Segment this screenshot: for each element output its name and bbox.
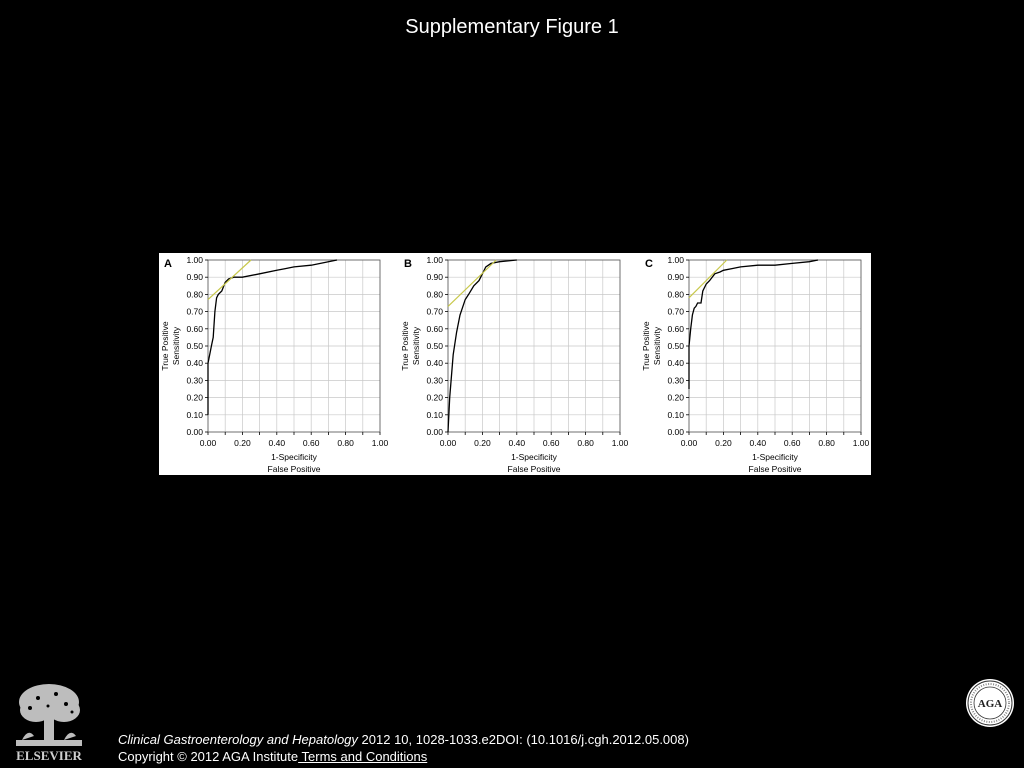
x-tick-label: 0.40: [509, 438, 526, 448]
y-tick-label: 0.90: [426, 272, 443, 282]
y-axis-title: Sensitivity: [411, 326, 421, 365]
y-tick-label: 1.00: [667, 255, 684, 265]
y-tick-label: 0.90: [186, 272, 203, 282]
x-tick-label: 0.00: [440, 438, 457, 448]
roc-curve-line: [207, 259, 338, 415]
x-axis-title: 1-Specificity: [511, 452, 558, 462]
y-tick-label: 0.00: [667, 427, 684, 437]
y-tick-label: 0.10: [667, 410, 684, 420]
tangent-line: [207, 259, 252, 301]
panel-label: C: [645, 258, 653, 270]
y-tick-label: 0.50: [667, 341, 684, 351]
x-axis-title: False Positive: [749, 464, 802, 474]
roc-chart-a: 0.00 0.10 0.20 0.30 0.40 0.50 0.60 0.70 0.80 0.90…: [160, 255, 389, 474]
y-tick-label: 0.80: [186, 289, 203, 299]
y-tick-label: 0.10: [186, 410, 203, 420]
elsevier-logo-text: ELSEVIER: [16, 748, 82, 763]
elsevier-logo: ELSEVIER: [8, 680, 90, 764]
x-axis-title: 1-Specificity: [752, 452, 799, 462]
citation-line: Clinical Gastroenterology and Hepatology…: [118, 731, 689, 748]
x-axis-title: False Positive: [268, 464, 321, 474]
roc-curve-line: [688, 259, 819, 389]
y-tick-label: 0.80: [667, 289, 684, 299]
y-tick-label: 0.00: [186, 427, 203, 437]
copyright-line: Copyright © 2012 AGA Institute Terms and…: [118, 748, 689, 765]
x-tick-label: 1.00: [853, 438, 870, 448]
y-tick-label: 0.60: [667, 324, 684, 334]
roc-curve-line: [447, 259, 517, 433]
x-tick-label: 0.60: [543, 438, 560, 448]
x-tick-label: 0.40: [269, 438, 286, 448]
x-tick-label: 1.00: [372, 438, 389, 448]
x-tick-label: 0.60: [303, 438, 320, 448]
y-tick-label: 0.80: [426, 289, 443, 299]
y-tick-label: 0.50: [186, 341, 203, 351]
x-tick-label: 0.80: [818, 438, 835, 448]
y-tick-label: 1.00: [186, 255, 203, 265]
y-axis-title: True Positive: [641, 321, 651, 371]
roc-figure-panel: 0.00 0.10 0.20 0.30 0.40 0.50 0.60 0.70 0.80 0.90…: [159, 253, 871, 475]
y-tick-label: 0.70: [186, 307, 203, 317]
y-tick-label: 0.10: [426, 410, 443, 420]
tangent-line: [447, 259, 497, 307]
roc-charts-svg: 0.00 0.10 0.20 0.30 0.40 0.50 0.60 0.70 0.80 0.90…: [160, 255, 870, 474]
y-tick-label: 0.90: [667, 272, 684, 282]
panel-label: B: [404, 258, 412, 270]
x-tick-label: 1.00: [612, 438, 629, 448]
y-tick-label: 0.00: [426, 427, 443, 437]
y-tick-label: 0.20: [426, 393, 443, 403]
y-tick-label: 0.50: [426, 341, 443, 351]
citation-details: 2012 10, 1028-1033.e2DOI: (10.1016/j.cgh…: [357, 732, 689, 747]
y-axis-title: Sensitivity: [171, 326, 181, 365]
terms-and-conditions-link[interactable]: Terms and Conditions: [298, 749, 428, 764]
y-axis-title: True Positive: [400, 321, 410, 371]
roc-chart-c: 0.00 0.10 0.20 0.30 0.40 0.50 0.60 0.70 0.80 0.90…: [641, 255, 870, 474]
slide-title: Supplementary Figure 1: [405, 16, 619, 38]
x-tick-label: 0.00: [681, 438, 698, 448]
y-axis-title: Sensitivity: [652, 326, 662, 365]
y-tick-label: 1.00: [426, 255, 443, 265]
citation-block: Clinical Gastroenterology and Hepatology…: [118, 731, 689, 765]
y-tick-label: 0.40: [186, 358, 203, 368]
elsevier-tree-icon: ELSEVIER: [8, 680, 90, 764]
y-tick-label: 0.20: [186, 393, 203, 403]
x-tick-label: 0.00: [200, 438, 217, 448]
aga-seal: AGA: [965, 678, 1015, 728]
aga-seal-icon: AGA: [966, 679, 1014, 727]
aga-seal-text: AGA: [978, 698, 1003, 710]
x-tick-label: 0.40: [750, 438, 767, 448]
y-tick-label: 0.40: [667, 358, 684, 368]
y-tick-label: 0.30: [667, 375, 684, 385]
panel-label: A: [164, 258, 172, 270]
x-tick-label: 0.20: [715, 438, 732, 448]
y-tick-label: 0.60: [186, 324, 203, 334]
x-axis-title: False Positive: [508, 464, 561, 474]
y-tick-label: 0.60: [426, 324, 443, 334]
y-tick-label: 0.30: [426, 375, 443, 385]
x-tick-label: 0.80: [337, 438, 354, 448]
tangent-line: [688, 259, 728, 299]
journal-name: Clinical Gastroenterology and Hepatology: [118, 732, 358, 747]
y-tick-label: 0.20: [667, 393, 684, 403]
y-axis-title: True Positive: [160, 321, 170, 371]
x-tick-label: 0.20: [234, 438, 251, 448]
x-tick-label: 0.60: [784, 438, 801, 448]
y-tick-label: 0.70: [426, 307, 443, 317]
roc-chart-b: 0.00 0.10 0.20 0.30 0.40 0.50 0.60 0.70 0.80 0.90…: [400, 255, 629, 474]
x-axis-title: 1-Specificity: [271, 452, 318, 462]
y-tick-label: 0.40: [426, 358, 443, 368]
y-tick-label: 0.70: [667, 307, 684, 317]
x-tick-label: 0.20: [474, 438, 491, 448]
y-tick-label: 0.30: [186, 375, 203, 385]
copyright-text: Copyright © 2012 AGA Institute: [118, 749, 299, 764]
x-tick-label: 0.80: [577, 438, 594, 448]
